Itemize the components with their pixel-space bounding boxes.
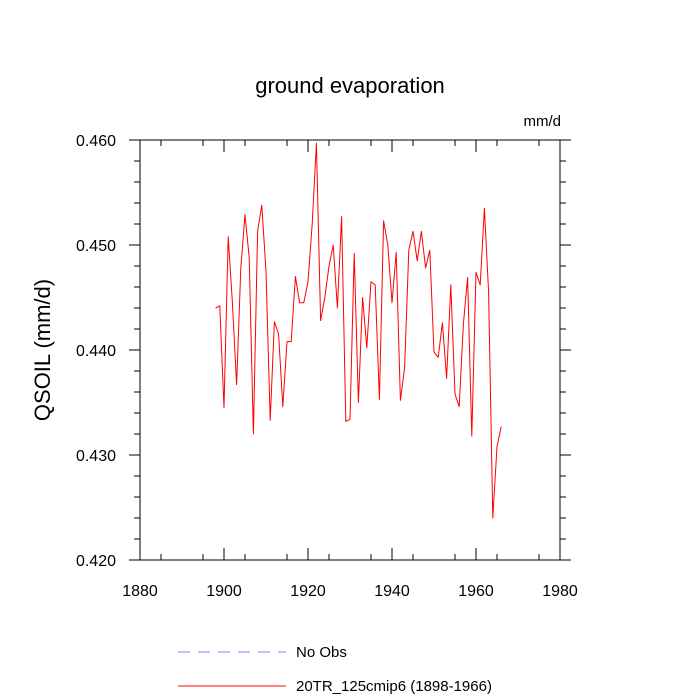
y-tick-label: 0.430 bbox=[76, 448, 116, 465]
series-lines bbox=[215, 142, 502, 519]
y-tick-label: 0.450 bbox=[76, 238, 116, 255]
y-axis-label: QSOIL (mm/d) bbox=[30, 279, 55, 421]
y-tick-label: 0.440 bbox=[76, 343, 116, 360]
x-tick-label: 1940 bbox=[374, 583, 410, 600]
axis-ticks bbox=[129, 139, 571, 561]
series-line-0 bbox=[215, 142, 502, 519]
x-tick-label: 1900 bbox=[206, 583, 242, 600]
chart-title: ground evaporation bbox=[255, 73, 445, 98]
legend-label-no-obs: No Obs bbox=[296, 644, 347, 661]
x-tick-label: 1960 bbox=[458, 583, 494, 600]
x-tick-label: 1920 bbox=[290, 583, 326, 600]
legend: No Obs 20TR_125cmip6 (1898-1966) bbox=[178, 644, 492, 695]
tick-labels: 1880 1900 1920 1940 1960 1980 0.420 0.430 0.440 0… bbox=[76, 133, 578, 600]
plot-frame bbox=[139, 139, 561, 561]
legend-label-20tr: 20TR_125cmip6 (1898-1966) bbox=[296, 678, 492, 695]
y-tick-label: 0.460 bbox=[76, 133, 116, 150]
units-label: mm/d bbox=[524, 113, 562, 130]
x-tick-label: 1880 bbox=[122, 583, 158, 600]
y-tick-label: 0.420 bbox=[76, 553, 116, 570]
x-tick-label: 1980 bbox=[542, 583, 578, 600]
